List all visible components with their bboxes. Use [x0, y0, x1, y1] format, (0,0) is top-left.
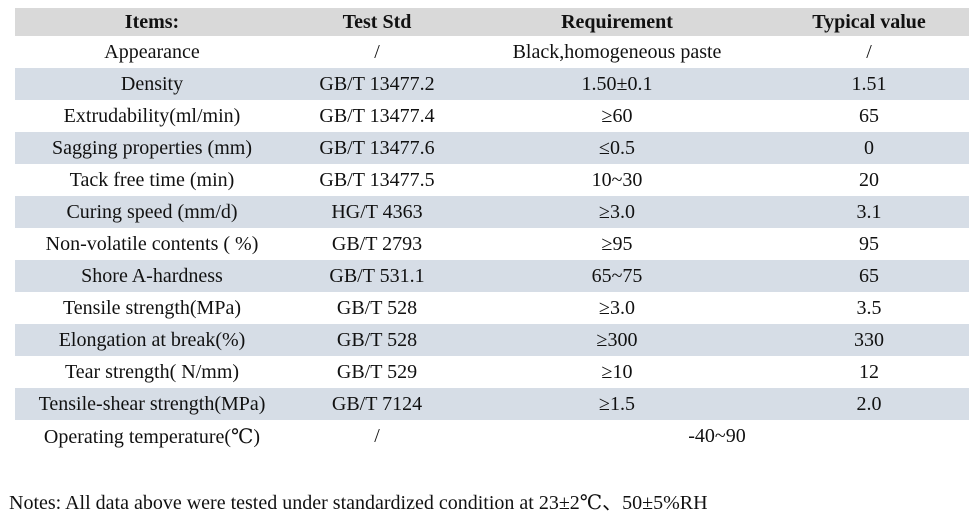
cell-typical-value: 95: [859, 232, 879, 255]
cell-requirement-merged: -40~90: [688, 424, 746, 447]
cell-item: Tack free time (min): [69, 168, 235, 191]
cell-test-std: GB/T 13477.4: [319, 104, 435, 127]
cell-typical-value: 3.1: [856, 200, 882, 223]
cell-typical-value: 65: [859, 104, 879, 127]
cell-item: Shore A-hardness: [81, 264, 223, 287]
cell-typical-value: /: [866, 40, 872, 63]
table-row: Extrudability(ml/min) GB/T 13477.4 ≥60 6…: [15, 100, 969, 132]
cell-typical-value: 3.5: [856, 296, 882, 319]
cell-test-std: /: [374, 424, 380, 447]
col-header-items: Items:: [15, 8, 289, 36]
cell-test-std: GB/T 531.1: [329, 264, 425, 287]
cell-test-std: GB/T 2793: [331, 232, 423, 255]
spec-table: Items: Test Std Requirement Typical valu…: [15, 8, 969, 452]
cell-test-std: GB/T 529: [336, 360, 418, 383]
cell-typical-value: 2.0: [856, 392, 882, 415]
table-row: Non-volatile contents ( %) GB/T 2793 ≥95…: [15, 228, 969, 260]
table-row: Curing speed (mm/d) HG/T 4363 ≥3.0 3.1: [15, 196, 969, 228]
table-row: Appearance / Black,homogeneous paste /: [15, 36, 969, 68]
cell-test-std: HG/T 4363: [331, 200, 423, 223]
cell-requirement: Black,homogeneous paste: [512, 40, 722, 63]
cell-requirement: 1.50±0.1: [581, 72, 653, 95]
cell-item: Sagging properties (mm): [52, 136, 252, 159]
cell-item: Non-volatile contents ( %): [45, 232, 259, 255]
cell-test-std: GB/T 528: [336, 296, 418, 319]
col-header-typical-value: Typical value: [769, 8, 969, 36]
cell-test-std: GB/T 7124: [331, 392, 423, 415]
cell-item: Elongation at break(%): [58, 328, 246, 351]
cell-item: Tear strength( N/mm): [64, 360, 240, 383]
cell-typical-value: 1.51: [851, 72, 887, 95]
cell-requirement: ≤0.5: [599, 136, 635, 159]
cell-requirement: 65~75: [591, 264, 643, 287]
cell-typical-value: 330: [854, 328, 884, 351]
table-row-operating-temperature: Operating temperature(℃) / -40~90: [15, 420, 969, 452]
table-row: Density GB/T 13477.2 1.50±0.1 1.51: [15, 68, 969, 100]
cell-typical-value: 0: [864, 136, 874, 159]
table-row: Sagging properties (mm) GB/T 13477.6 ≤0.…: [15, 132, 969, 164]
cell-item: Extrudability(ml/min): [63, 104, 241, 127]
cell-test-std: /: [374, 40, 380, 63]
col-header-requirement: Requirement: [465, 8, 769, 36]
cell-item: Density: [120, 72, 184, 95]
cell-test-std: GB/T 13477.6: [319, 136, 435, 159]
table-row: Tear strength( N/mm) GB/T 529 ≥10 12: [15, 356, 969, 388]
cell-requirement: ≥3.0: [599, 200, 635, 223]
cell-typical-value: 20: [859, 168, 879, 191]
cell-item: Operating temperature(℃): [43, 425, 261, 448]
cell-item: Tensile strength(MPa): [62, 296, 241, 319]
spec-sheet: Items: Test Std Requirement Typical valu…: [15, 8, 969, 452]
cell-item: Appearance: [104, 40, 200, 63]
cell-test-std: GB/T 13477.5: [319, 168, 435, 191]
table-row: Elongation at break(%) GB/T 528 ≥300 330: [15, 324, 969, 356]
cell-item: Tensile-shear strength(MPa): [38, 392, 266, 415]
cell-item: Curing speed (mm/d): [66, 200, 238, 223]
header-row: Items: Test Std Requirement Typical valu…: [15, 8, 969, 36]
cell-requirement: ≥300: [596, 328, 638, 351]
cell-requirement: 10~30: [591, 168, 643, 191]
table-row: Tensile-shear strength(MPa) GB/T 7124 ≥1…: [15, 388, 969, 420]
notes-text: Notes: All data above were tested under …: [9, 492, 708, 514]
cell-typical-value: 65: [859, 264, 879, 287]
table-row: Shore A-hardness GB/T 531.1 65~75 65: [15, 260, 969, 292]
cell-test-std: GB/T 13477.2: [319, 72, 435, 95]
col-header-test-std: Test Std: [289, 8, 465, 36]
cell-test-std: GB/T 528: [336, 328, 418, 351]
cell-requirement: ≥60: [601, 104, 633, 127]
cell-requirement: ≥1.5: [599, 392, 635, 415]
cell-requirement: ≥95: [601, 232, 633, 255]
cell-typical-value: 12: [859, 360, 879, 383]
cell-requirement: ≥3.0: [599, 296, 635, 319]
table-row: Tack free time (min) GB/T 13477.5 10~30 …: [15, 164, 969, 196]
table-row: Tensile strength(MPa) GB/T 528 ≥3.0 3.5: [15, 292, 969, 324]
cell-requirement: ≥10: [601, 360, 633, 383]
